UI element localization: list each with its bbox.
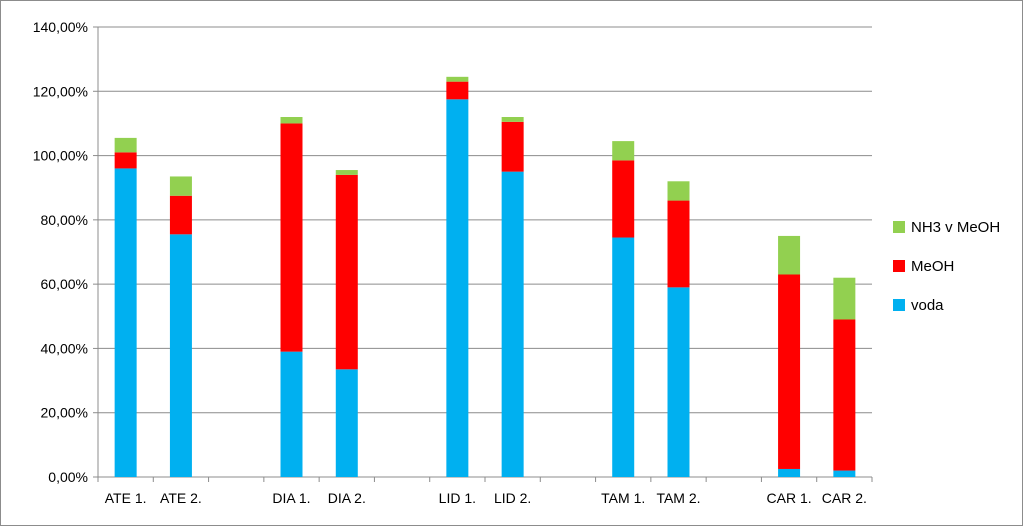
bar-voda-1 [169,234,192,477]
x-tick-label: TAM 2. [656,490,700,506]
x-tick-label: CAR 2. [822,490,867,506]
y-tick-label: 120,00% [33,83,88,99]
legend-label: voda [911,297,944,314]
bar-nh3-v-meoh-3 [280,117,303,124]
bar-meoh-1 [169,195,192,235]
bar-voda-4 [335,369,358,477]
x-tick-label: DIA 2. [328,490,366,506]
legend-label: MeOH [911,258,954,275]
legend-label: NH3 v MeOH [911,219,1000,236]
y-tick-label: 140,00% [33,19,88,35]
bar-nh3-v-meoh-6 [446,76,469,82]
legend-swatch-meoh [893,260,905,272]
y-tick-label: 40,00% [41,340,88,356]
bar-meoh-12 [778,274,801,469]
y-tick-label: 100,00% [33,148,88,164]
bar-meoh-0 [114,152,137,169]
y-tick-label: 0,00% [48,469,88,485]
bar-nh3-v-meoh-12 [778,235,801,275]
bar-nh3-v-meoh-13 [833,277,856,320]
bar-voda-13 [833,470,856,477]
legend: NH3 v MeOH MeOH voda [893,219,1000,314]
bar-meoh-9 [612,160,635,238]
y-tick-label: 80,00% [41,212,88,228]
legend-swatch-voda [893,299,905,311]
bar-nh3-v-meoh-9 [612,141,635,161]
bar-voda-3 [280,351,303,477]
x-tick-label: CAR 1. [767,490,812,506]
x-tick-label: LID 1. [439,490,476,506]
legend-swatch-nh3-v-meoh [893,221,905,233]
bar-voda-7 [501,171,524,477]
x-tick-label: DIA 1. [272,490,310,506]
bar-nh3-v-meoh-4 [335,170,358,175]
x-tick-label: ATE 2. [160,490,202,506]
bar-meoh-10 [667,200,690,288]
x-tick-label: TAM 1. [601,490,645,506]
y-tick-label: 20,00% [41,405,88,421]
bar-nh3-v-meoh-1 [169,176,192,196]
axes [93,26,873,482]
bar-meoh-13 [833,319,856,471]
bar-nh3-v-meoh-7 [501,117,524,122]
bar-voda-12 [778,468,801,477]
x-tick-label: LID 2. [494,490,531,506]
bar-voda-0 [114,168,137,477]
bar-meoh-7 [501,121,524,172]
bar-nh3-v-meoh-10 [667,181,690,201]
bar-nh3-v-meoh-0 [114,137,137,153]
bars [114,76,856,478]
bar-meoh-6 [446,81,469,100]
bar-meoh-4 [335,174,358,370]
gridlines [98,26,872,414]
bar-meoh-3 [280,123,303,352]
bar-voda-9 [612,237,635,477]
bar-voda-10 [667,287,690,477]
x-tick-label: ATE 1. [105,490,147,506]
bar-voda-6 [446,99,469,478]
y-tick-label: 60,00% [41,276,88,292]
tick-labels: 0,00% 20,00% 40,00% 60,00% 80,00% 100,00% 120,… [33,19,867,506]
